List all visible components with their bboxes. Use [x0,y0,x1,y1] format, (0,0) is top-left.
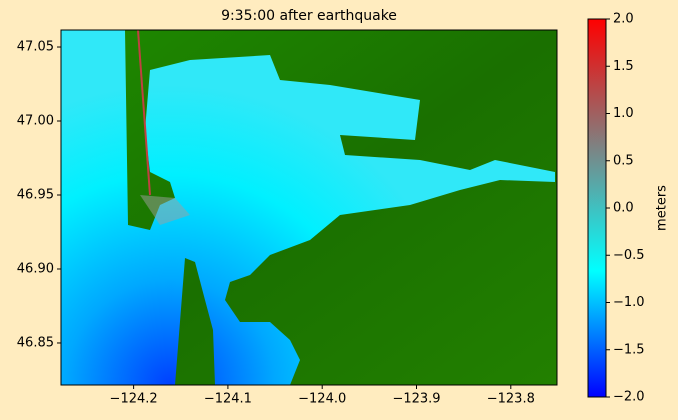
colorbar-tick-label: 1.5 [613,59,634,74]
x-tick-label: −124.1 [204,392,252,407]
y-tick-label: 46.95 [17,187,54,202]
colorbar-label: meters [655,185,670,231]
chart-title: 9:35:00 after earthquake [221,8,397,24]
y-tick-label: 47.05 [17,40,54,55]
x-tick-label: −123.9 [392,392,440,407]
map [61,30,557,385]
y-tick-label: 47.00 [17,114,54,129]
water [61,30,555,385]
y-tick-label: 46.90 [17,261,54,276]
colorbar-tick-label: −0.5 [613,248,645,263]
colorbar-tick-label: −2.0 [613,390,645,405]
colorbar-tick-label: 2.0 [613,12,634,27]
colorbar-tick-label: −1.0 [613,295,645,310]
colorbar-tick-label: −1.5 [613,342,645,357]
x-tick-label: −124.0 [298,392,346,407]
y-tick-label: 46.85 [17,335,54,350]
colorbar-tick-label: 0.0 [613,201,634,216]
wave-crest [140,195,190,225]
colorbar-tick-label: 1.0 [613,106,634,121]
axes-frame [60,29,558,386]
colorbar-tick-label: 0.5 [613,153,634,168]
surge [137,30,151,196]
x-tick-label: −123.8 [487,392,535,407]
x-tick-label: −124.2 [110,392,158,407]
colorbar [587,18,607,398]
